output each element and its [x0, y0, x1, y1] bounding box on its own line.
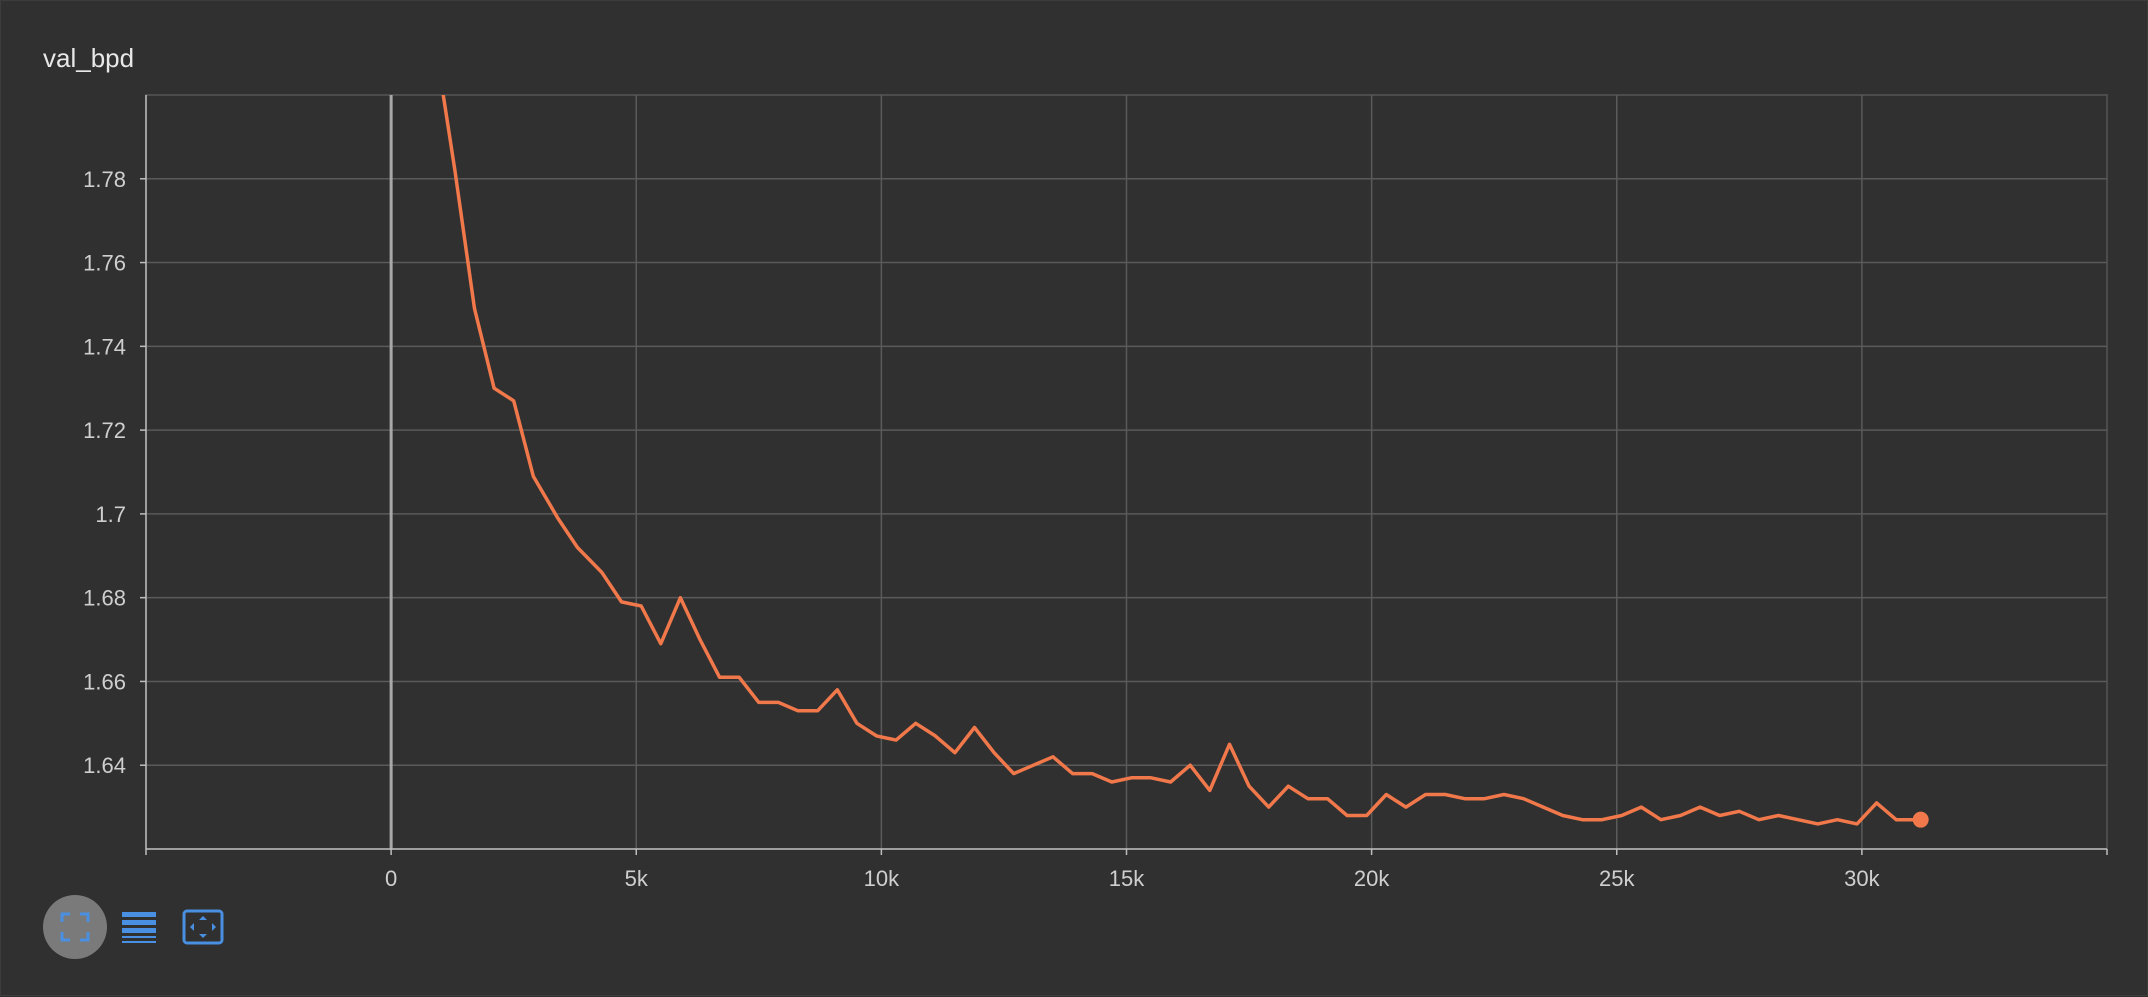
x-tick-label: 0: [385, 866, 397, 891]
x-tick-label: 30k: [1844, 866, 1880, 891]
y-tick-label: 1.66: [83, 669, 126, 694]
list-lines-icon: [122, 912, 156, 943]
y-tick-label: 1.78: [83, 167, 126, 192]
fit-domain-button[interactable]: [171, 895, 235, 959]
y-tick-label: 1.7: [95, 502, 126, 527]
y-tick-label: 1.72: [83, 418, 126, 443]
x-tick-label: 25k: [1599, 866, 1635, 891]
x-tick-label: 15k: [1109, 866, 1145, 891]
fit-to-data-icon: [182, 909, 224, 945]
log-scale-button[interactable]: [107, 895, 171, 959]
axes: 1.64 1.66 1.68 1.7 1.72 1.74 1.76 1.78 0 5k 10k 15k…: [83, 95, 2108, 891]
y-tick-label: 1.64: [83, 753, 126, 778]
fullscreen-icon: [60, 912, 90, 942]
chart-title: val_bpd: [43, 43, 135, 73]
grid: [145, 94, 2108, 850]
y-tick-label: 1.68: [83, 586, 126, 611]
series: [441, 95, 1929, 828]
fullscreen-button[interactable]: [43, 895, 107, 959]
series-line: [441, 95, 1921, 826]
y-tick-label: 1.76: [83, 251, 126, 276]
x-tick-label: 10k: [864, 866, 900, 891]
chart-toolbar: [43, 895, 235, 959]
y-tick-label: 1.74: [83, 334, 126, 359]
last-point-marker: [1912, 811, 1929, 828]
x-tick-label: 5k: [625, 866, 649, 891]
x-tick-label: 20k: [1354, 866, 1390, 891]
